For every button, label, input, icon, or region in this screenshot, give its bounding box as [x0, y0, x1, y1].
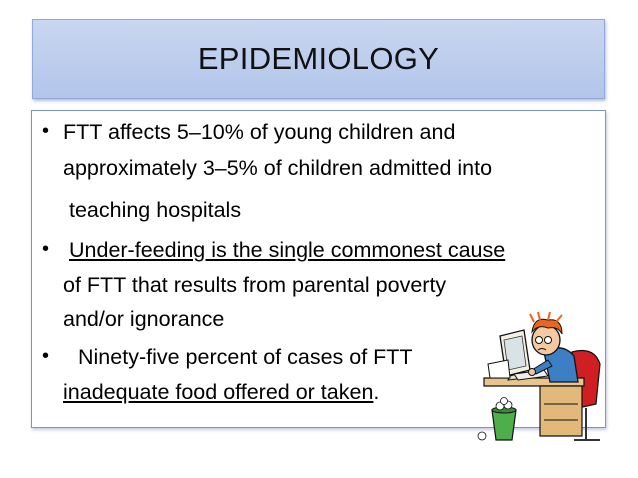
slide-title: EPIDEMIOLOGY: [197, 41, 440, 76]
bullet-3-line-2: inadequate food offered or taken.: [63, 379, 379, 405]
bullet-3-underlined-text: inadequate food offered or taken: [63, 380, 374, 404]
bullet-1-line-3: teaching hospitals: [63, 198, 242, 222]
bullet-marker: •: [42, 345, 50, 367]
bullet-marker: •: [42, 238, 50, 260]
bullet-2-line-2: of FTT that results from parental povert…: [63, 273, 447, 297]
bullet-3-end-punct: .: [373, 380, 380, 404]
stressed-man-at-computer-illustration: [477, 312, 601, 441]
bullet-1-line-1: FTT affects 5–10% of young children and: [63, 120, 456, 144]
bullet-2-line-3: and/or ignorance: [63, 307, 225, 331]
bullet-2-line-1: Under-feeding is the single commonest ca…: [69, 238, 506, 262]
bullet-marker: •: [42, 120, 50, 142]
title-banner: EPIDEMIOLOGY: [32, 19, 605, 99]
bullet-1-line-2: approximately 3–5% of children admitted …: [63, 156, 493, 180]
bullet-3-line-1: Ninety-five percent of cases of FTT: [78, 345, 413, 369]
